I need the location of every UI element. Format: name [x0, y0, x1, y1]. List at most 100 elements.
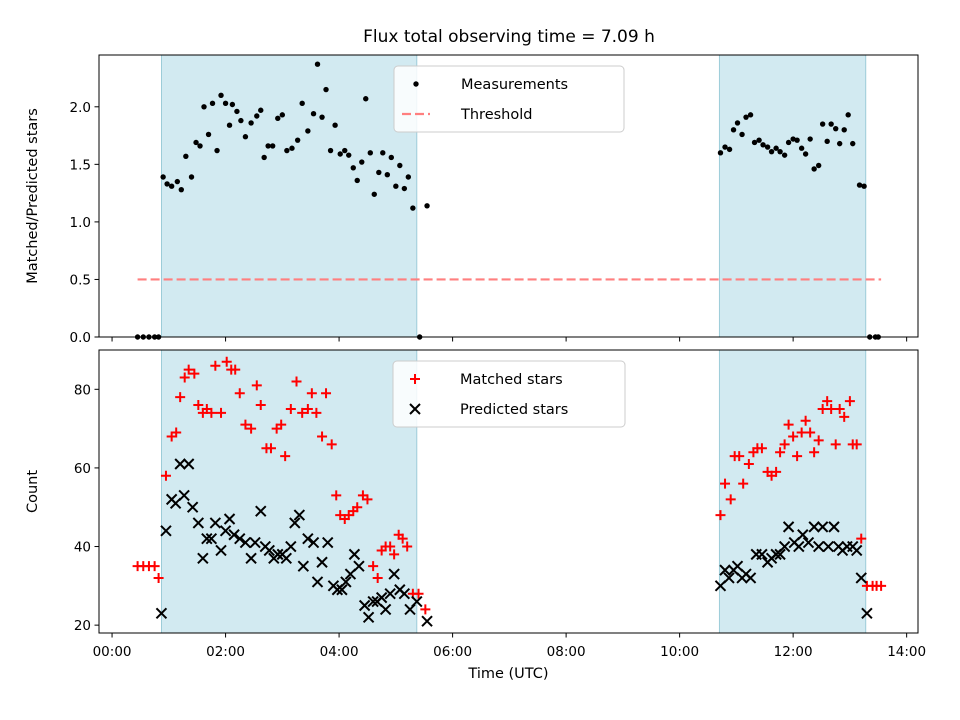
matched-star-point	[796, 427, 807, 438]
legend-label: Measurements	[461, 77, 568, 93]
predicted-star-point	[311, 576, 324, 588]
matched-star-point	[809, 447, 820, 458]
predicted-star-point	[411, 595, 423, 608]
legend-box	[392, 360, 626, 428]
predicted-star-point	[155, 607, 168, 620]
measurement-point	[350, 165, 356, 171]
predicted-star-point	[782, 521, 795, 533]
matched-star-point	[317, 431, 328, 442]
measurement-point	[248, 120, 254, 126]
predicted-star-point	[384, 587, 396, 600]
y-tick-label: 0.5	[70, 272, 91, 288]
matched-star-point	[775, 447, 786, 458]
predicted-star-point	[297, 560, 310, 572]
measurement-point	[819, 121, 826, 127]
predicted-star-point	[723, 572, 735, 584]
matched-star-point	[206, 407, 217, 418]
x-tick-label: 10:00	[660, 644, 699, 660]
predicted-star-point	[201, 532, 213, 545]
predicted-star-point	[249, 536, 261, 549]
predicted-star-point	[358, 599, 371, 612]
measurement-point	[314, 61, 321, 67]
predicted-star-point	[322, 536, 334, 549]
measurement-point	[254, 113, 260, 119]
matched-star-point	[839, 411, 850, 422]
legend-box	[393, 65, 625, 133]
legend-marker	[409, 403, 421, 415]
measurement-point	[205, 131, 212, 138]
predicted-star-point	[797, 529, 809, 541]
measurement-point	[777, 148, 783, 155]
matched-star-point	[210, 360, 221, 371]
predicted-star-point	[197, 552, 209, 565]
measurement-point	[327, 147, 334, 154]
matched-star-point	[756, 443, 767, 454]
measurement-point	[861, 183, 867, 189]
matched-star-point	[792, 451, 803, 462]
measurement-point	[410, 205, 416, 211]
matched-star-point	[291, 376, 302, 387]
matched-star-point	[834, 403, 845, 414]
measurement-point	[209, 100, 216, 107]
measurement-point	[305, 128, 311, 134]
y-tick-label: 1.0	[70, 215, 91, 231]
measurement-point	[401, 185, 408, 192]
predicted-star-point	[239, 536, 252, 549]
predicted-star-point	[293, 509, 306, 521]
measurement-point	[756, 137, 762, 143]
predicted-star-point	[375, 591, 388, 604]
matched-star-point	[397, 533, 408, 544]
measurement-point	[319, 114, 325, 120]
measurement-point	[258, 107, 264, 113]
x-tick-label: 04:00	[320, 644, 359, 660]
measurement-point	[178, 186, 184, 193]
matched-star-point	[265, 443, 276, 454]
matched-star-point	[788, 431, 799, 442]
predicted-star-point	[160, 525, 172, 537]
measurement-point	[289, 145, 295, 151]
measurement-point	[773, 145, 779, 151]
measurement-point	[183, 153, 189, 159]
top-shaded-interval	[718, 54, 867, 338]
predicted-star-point	[223, 513, 236, 525]
predicted-star-point	[178, 489, 190, 502]
measurement-point	[265, 143, 271, 149]
measurement-point	[174, 178, 181, 185]
predicted-star-point	[744, 572, 757, 584]
matched-star-point	[306, 388, 317, 399]
measurement-point	[717, 150, 724, 156]
predicted-star-point	[756, 548, 768, 561]
measurement-point	[346, 152, 352, 158]
matched-star-point	[743, 458, 754, 469]
measurement-point	[218, 92, 224, 98]
matched-star-point	[822, 396, 833, 407]
bottom-y-axis-label: Count	[25, 470, 41, 513]
measurement-point	[354, 177, 360, 184]
predicted-star-point	[719, 564, 731, 576]
predicted-star-point	[353, 560, 365, 572]
measurement-point	[294, 137, 301, 143]
measurement-point	[242, 134, 249, 140]
y-tick-label: 80	[74, 382, 91, 398]
x-axis-label: Time (UTC)	[467, 666, 548, 682]
measurement-point	[168, 183, 175, 189]
measurement-point	[828, 121, 834, 127]
measurement-point	[214, 147, 220, 154]
y-tick-label: 60	[74, 461, 91, 477]
measurement-point	[164, 181, 170, 187]
measurement-point	[384, 172, 391, 178]
y-tick-label: 2.0	[70, 100, 91, 116]
measurement-point	[279, 112, 286, 118]
top-axes-frame	[98, 54, 919, 338]
matched-star-point	[783, 419, 794, 430]
predicted-star-point	[174, 458, 186, 470]
matched-star-point	[362, 494, 373, 505]
matched-star-point	[844, 396, 855, 407]
matched-star-point	[311, 407, 322, 418]
matched-star-point	[240, 419, 251, 430]
measurement-point	[856, 182, 863, 188]
top-panel: 0.0 0.5 1.0 1.5 2.0 Matched/Predicted stars Me…	[25, 54, 919, 346]
top-legend: Measurements Threshold	[393, 65, 625, 133]
predicted-star-point	[812, 540, 825, 553]
measurement-point	[363, 96, 369, 102]
